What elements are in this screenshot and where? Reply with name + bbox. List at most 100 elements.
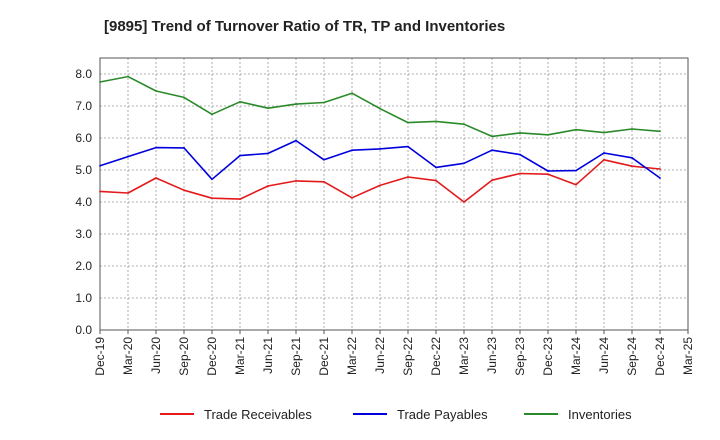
x-tick-label: Sep-21 xyxy=(289,337,303,376)
data-point xyxy=(575,128,577,131)
x-tick-label: Dec-22 xyxy=(429,337,443,376)
data-point xyxy=(379,184,381,187)
x-tick-label: Mar-21 xyxy=(233,337,247,375)
data-point xyxy=(127,155,129,158)
series-lines xyxy=(99,75,661,203)
data-point xyxy=(351,196,353,199)
y-tick-label: 2.0 xyxy=(75,259,92,273)
grid xyxy=(100,58,688,330)
data-point xyxy=(323,101,325,104)
data-point xyxy=(547,170,549,172)
data-point xyxy=(603,152,605,154)
data-point xyxy=(659,168,661,170)
y-tick-label: 6.0 xyxy=(75,131,92,145)
data-point xyxy=(519,172,521,175)
data-point xyxy=(239,100,241,103)
data-point xyxy=(435,179,437,182)
x-tick-label: Dec-20 xyxy=(205,337,219,376)
y-tick-label: 5.0 xyxy=(75,163,92,177)
data-point xyxy=(547,133,549,136)
data-point xyxy=(631,165,633,168)
x-axis-ticks: Dec-19 Mar-20 Jun-20 Sep-20 Dec-20 Mar-21 Jun-… xyxy=(93,330,695,376)
chart-title: [9895] Trend of Turnover Ratio of TR, TP… xyxy=(104,18,505,35)
y-tick-label: 3.0 xyxy=(75,227,92,241)
data-point xyxy=(267,185,269,187)
data-point xyxy=(435,166,437,169)
data-point xyxy=(631,156,633,159)
data-point xyxy=(603,158,605,161)
y-axis-ticks: 0.0 1.0 2.0 3.0 4.0 5.0 6.0 7.0 8.0 xyxy=(75,67,92,337)
data-point xyxy=(575,169,577,172)
data-point xyxy=(351,149,353,152)
data-point xyxy=(239,198,241,201)
data-point xyxy=(407,145,409,148)
data-point xyxy=(491,149,493,152)
data-point xyxy=(295,139,297,142)
data-point xyxy=(127,192,129,194)
data-point xyxy=(99,190,101,193)
data-point xyxy=(603,131,605,134)
legend: Trade Receivables Trade Payables Inventori… xyxy=(160,407,632,422)
data-point xyxy=(211,197,213,200)
data-point xyxy=(323,158,325,161)
data-point xyxy=(491,179,493,182)
data-point xyxy=(519,131,521,134)
data-point xyxy=(267,107,269,110)
legend-label: Trade Receivables xyxy=(204,407,312,422)
y-tick-label: 7.0 xyxy=(75,99,92,113)
x-tick-label: Sep-22 xyxy=(401,337,415,376)
data-point xyxy=(463,123,465,126)
x-tick-label: Jun-22 xyxy=(373,337,387,374)
x-tick-label: Mar-24 xyxy=(569,337,583,375)
data-point xyxy=(491,135,493,138)
data-point xyxy=(99,81,101,83)
data-point xyxy=(295,103,297,105)
x-tick-label: Jun-24 xyxy=(597,337,611,374)
data-point xyxy=(379,147,381,150)
y-tick-label: 8.0 xyxy=(75,67,92,81)
plot-frame xyxy=(99,57,689,331)
data-point xyxy=(323,180,325,183)
data-point xyxy=(407,121,409,124)
x-tick-label: Jun-21 xyxy=(261,337,275,374)
data-point xyxy=(407,176,409,178)
data-point xyxy=(659,130,661,133)
x-tick-label: Jun-23 xyxy=(485,337,499,374)
x-tick-label: Jun-20 xyxy=(149,337,163,374)
x-tick-label: Sep-20 xyxy=(177,337,191,376)
data-point xyxy=(575,183,577,186)
data-point xyxy=(435,120,437,123)
y-tick-label: 0.0 xyxy=(75,323,92,337)
data-point xyxy=(183,96,185,99)
data-point xyxy=(211,178,213,181)
x-tick-label: Dec-23 xyxy=(541,337,555,376)
data-point xyxy=(631,128,633,130)
x-tick-label: Mar-20 xyxy=(121,337,135,375)
data-point xyxy=(155,90,157,92)
x-tick-label: Mar-25 xyxy=(681,337,695,375)
x-tick-label: Mar-22 xyxy=(345,337,359,375)
data-point xyxy=(211,113,213,116)
data-point xyxy=(155,177,157,179)
x-tick-label: Dec-24 xyxy=(653,337,667,376)
data-point xyxy=(659,177,661,179)
x-tick-label: Dec-19 xyxy=(93,337,107,376)
data-point xyxy=(99,164,101,167)
data-point xyxy=(155,146,157,149)
legend-label: Inventories xyxy=(568,407,632,422)
axes xyxy=(99,57,689,331)
data-point xyxy=(183,189,185,192)
data-point xyxy=(351,92,353,95)
data-point xyxy=(127,75,129,78)
data-point xyxy=(183,147,185,149)
data-point xyxy=(267,152,269,155)
data-point xyxy=(519,153,521,156)
data-point xyxy=(295,179,297,182)
data-point xyxy=(379,107,381,110)
data-point xyxy=(463,201,465,203)
x-tick-label: Sep-24 xyxy=(625,337,639,376)
y-tick-label: 4.0 xyxy=(75,195,92,209)
legend-label: Trade Payables xyxy=(397,407,488,422)
data-point xyxy=(547,173,549,176)
data-point xyxy=(463,162,465,165)
